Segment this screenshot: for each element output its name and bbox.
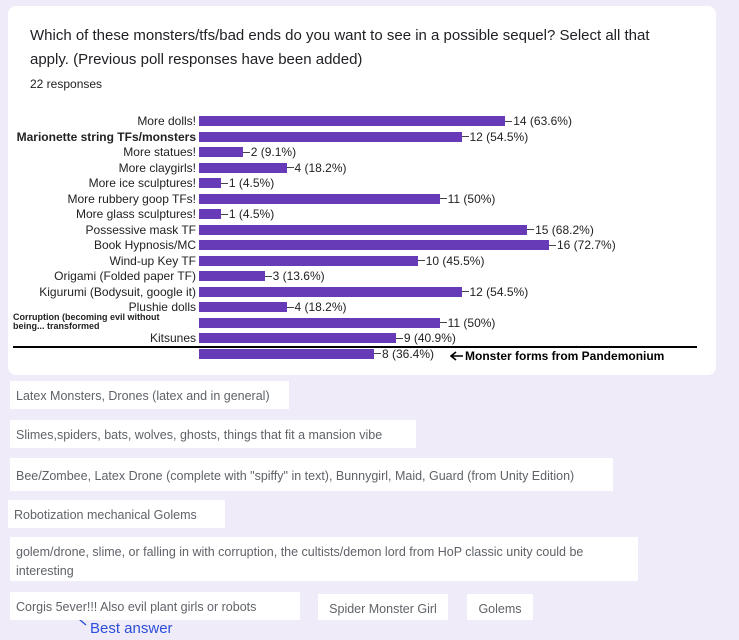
bar	[199, 116, 506, 126]
bar	[199, 178, 221, 189]
bar	[199, 162, 287, 173]
response-chip: Robotization mechanical Golems	[8, 500, 225, 528]
category-label: More claygirls!	[118, 160, 196, 175]
value-tick	[286, 167, 294, 169]
response-count: 22 responses	[30, 77, 103, 91]
value-label: 15 (68.2%)	[535, 222, 594, 237]
separator-line	[13, 346, 697, 348]
value-tick	[417, 260, 425, 262]
bar	[199, 271, 265, 282]
bar	[199, 209, 221, 220]
results-card	[8, 6, 716, 375]
value-label: 14 (63.6%)	[513, 114, 572, 128]
bar	[199, 193, 440, 204]
value-label: 9 (40.9%)	[403, 331, 456, 346]
bar	[199, 147, 243, 158]
bar	[199, 255, 418, 266]
value-label: 11 (50%)	[447, 191, 496, 206]
value-label: 12 (54.5%)	[469, 284, 529, 299]
value-tick	[439, 322, 447, 324]
category-label: More dolls!	[137, 114, 196, 128]
value-label: 10 (45.5%)	[425, 253, 485, 268]
response-chip: Slimes,spiders, bats, wolves, ghosts, th…	[10, 420, 416, 448]
value-label: 12 (54.5%)	[469, 129, 529, 144]
response-chip: Golems	[467, 594, 533, 620]
value-tick	[549, 244, 556, 246]
category-label: Kigurumi (Bodysuit, google it)	[39, 284, 196, 299]
response-chip: Bee/Zombee, Latex Drone (complete with "…	[10, 458, 613, 491]
bar	[199, 317, 440, 328]
annotation-arrow	[450, 351, 463, 361]
bar	[199, 333, 396, 344]
value-tick	[286, 306, 294, 308]
response-chip: Latex Monsters, Drones (latex and in gen…	[10, 381, 289, 409]
bar	[199, 224, 528, 235]
value-tick	[220, 213, 228, 215]
category-label: More ice sculptures!	[88, 176, 196, 191]
value-label: 4 (18.2%)	[294, 160, 347, 175]
category-label: Possessive mask TF	[85, 222, 196, 237]
value-label: 4 (18.2%)	[294, 300, 347, 315]
value-label: 11 (50%)	[447, 315, 496, 330]
bar	[199, 286, 462, 297]
value-tick	[439, 198, 447, 200]
response-chip: golem/drone, slime, or falling in with c…	[10, 537, 638, 581]
bar	[199, 302, 287, 313]
bar	[199, 348, 374, 359]
value-label: 8 (36.4%)	[382, 346, 435, 361]
bar	[199, 240, 549, 251]
category-label: More statues!	[123, 145, 196, 160]
annotation: Monster forms from Pandemonium	[465, 349, 665, 363]
value-label: 16 (72.7%)	[557, 238, 616, 253]
response-chip: Spider Monster Girl	[318, 594, 448, 620]
best-answer-note: Best answer	[90, 620, 173, 637]
value-tick	[461, 136, 469, 138]
category-label: Book Hypnosis/MC	[93, 238, 196, 253]
category-label: Wind-up Key TF	[109, 253, 196, 268]
bar	[199, 131, 462, 142]
category-label: Marionette string TFs/monsters	[16, 129, 196, 144]
value-tick	[242, 151, 250, 153]
value-tick	[505, 120, 513, 122]
category-label: Plushie dolls	[128, 300, 196, 315]
value-tick	[264, 275, 272, 277]
value-label: 1 (4.5%)	[228, 176, 275, 191]
category-label: More glass sculptures!	[75, 207, 196, 222]
category-label: More rubbery goop TFs!	[67, 191, 196, 206]
value-label: 2 (9.1%)	[250, 145, 297, 160]
question-title: Which of these monsters/tfs/bad ends do …	[30, 27, 650, 68]
value-tick	[395, 337, 403, 339]
category-label: Corruption (becoming evil without being.…	[13, 311, 160, 331]
value-tick	[527, 229, 535, 231]
category-label: Kitsunes	[149, 331, 196, 346]
value-tick	[374, 353, 381, 355]
category-label: Origami (Folded paper TF)	[54, 269, 196, 284]
response-chip: Corgis 5ever!!! Also evil plant girls or…	[10, 592, 300, 620]
value-label: 3 (13.6%)	[272, 269, 325, 284]
value-label: 1 (4.5%)	[228, 207, 275, 222]
value-tick	[461, 291, 469, 293]
value-tick	[220, 182, 228, 184]
